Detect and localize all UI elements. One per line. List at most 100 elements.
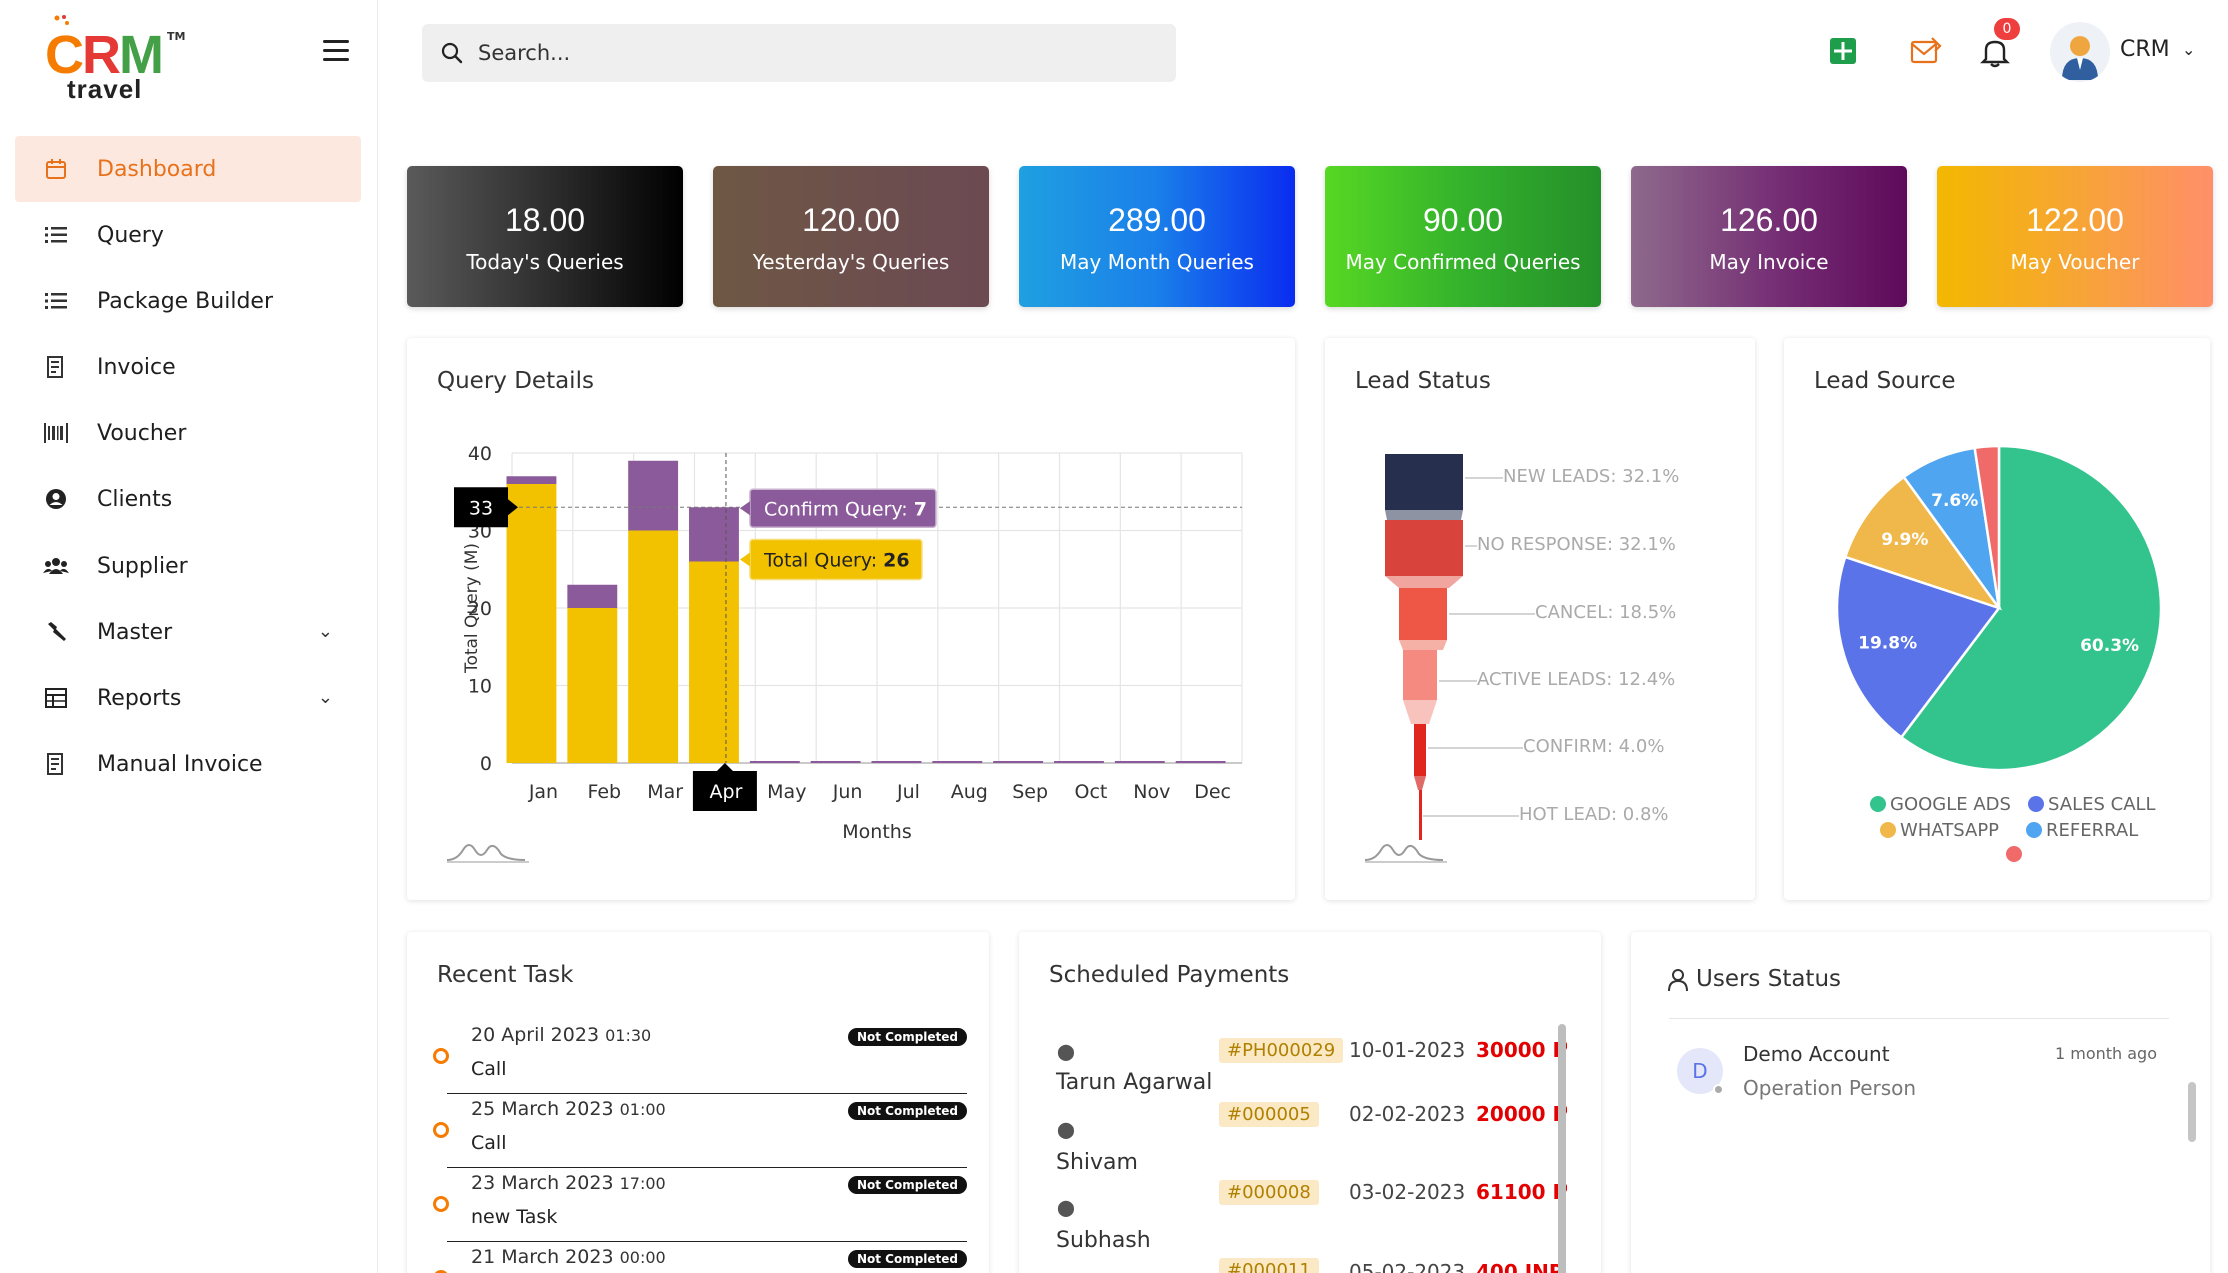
funnel-segment-hot-lead[interactable]	[1419, 790, 1422, 840]
payment-id[interactable]: #000005	[1219, 1102, 1319, 1127]
x-tick-label: Dec	[1194, 781, 1231, 803]
sidebar-item-query[interactable]: Query	[15, 202, 361, 268]
task-item[interactable]: 23 March 2023 17:00 new Task Not Complet…	[433, 1168, 967, 1242]
search-input[interactable]	[478, 41, 1078, 65]
stat-label: May Confirmed Queries	[1345, 250, 1581, 274]
bar-jan-total-query[interactable]	[506, 484, 557, 763]
lead-status-panel: Lead Status	[1325, 338, 1755, 900]
legend-item-other[interactable]	[2006, 846, 2022, 866]
x-tick-label: Oct	[1075, 781, 1108, 803]
stat-card-yesterdays-queries[interactable]: 120.00 Yesterday's Queries	[713, 166, 989, 307]
bar-nov-empty[interactable]	[1114, 761, 1165, 763]
user-row[interactable]: D Demo Account Operation Person 1 month …	[1669, 1032, 2169, 1104]
chevron-down-icon[interactable]: ⌄	[2182, 40, 2196, 59]
legend-label: SALES CALL	[2048, 794, 2156, 815]
bar-apr-confirm-query[interactable]	[689, 507, 739, 562]
bar-aug-empty[interactable]	[932, 761, 983, 763]
bar-may-empty[interactable]	[749, 761, 800, 763]
pie-slice-other[interactable]	[1973, 444, 2001, 609]
lead-status-funnel[interactable]	[1325, 338, 1755, 900]
sidebar-item-package-builder[interactable]: Package Builder	[15, 268, 361, 334]
y-tick-label: 0	[480, 753, 492, 775]
stat-card-voucher[interactable]: 122.00 May Voucher	[1937, 166, 2213, 307]
panel-title: Lead Status	[1355, 368, 1491, 394]
task-item[interactable]: 21 March 2023 00:00 Not Completed	[433, 1242, 967, 1273]
payment-id[interactable]: #000008	[1219, 1180, 1319, 1205]
hamburger-menu-icon[interactable]	[323, 40, 349, 62]
sidebar-item-label: Manual Invoice	[97, 751, 263, 777]
task-date: 20 April 2023 01:30	[471, 1024, 652, 1046]
sidebar-item-voucher[interactable]: Voucher	[15, 400, 361, 466]
stat-label: Yesterday's Queries	[752, 250, 950, 274]
bar-dec-empty[interactable]	[1175, 761, 1226, 763]
funnel-segment-no-response[interactable]	[1385, 520, 1463, 588]
bar-mar-confirm-query[interactable]	[628, 460, 679, 531]
funnel-segment-active-leads[interactable]	[1403, 650, 1437, 724]
bar-jan-confirm-query[interactable]	[506, 476, 557, 484]
pie-slice-sales-call[interactable]	[1835, 555, 2002, 739]
payment-id[interactable]: #PH000029	[1219, 1038, 1344, 1063]
bell-icon[interactable]	[1980, 36, 2012, 68]
legend-label: GOOGLE ADS	[1890, 794, 2011, 815]
payment-amount: 20000 INR	[1476, 1102, 1567, 1126]
legend-item-sales-call[interactable]: SALES CALL	[2028, 794, 2156, 815]
logo-trademark: TM	[167, 30, 186, 43]
x-tick-label: Jul	[896, 781, 920, 803]
funnel-segment-cancel[interactable]	[1399, 588, 1447, 650]
sidebar-item-master[interactable]: Master ⌄	[15, 599, 361, 665]
sidebar-item-label: Reports	[97, 685, 182, 711]
scheduled-payments-panel: Scheduled Payments ⬤ #PH000029 10-01-202…	[1019, 932, 1601, 1273]
barcode-icon	[41, 421, 71, 445]
bar-jun-empty[interactable]	[810, 761, 861, 763]
user-name[interactable]: CRM	[2120, 37, 2170, 62]
list-icon	[41, 223, 71, 247]
sidebar-item-clients[interactable]: Clients	[15, 466, 361, 532]
notification-count-badge: 0	[1994, 18, 2020, 40]
sidebar-item-manual-invoice[interactable]: Manual Invoice	[15, 731, 361, 797]
task-item[interactable]: 20 April 2023 01:30 Call Not Completed	[433, 1020, 967, 1094]
stat-card-month-queries[interactable]: 289.00 May Month Queries	[1019, 166, 1295, 307]
lead-source-chart[interactable]: 60.3% 19.8% 9.9%7.6%	[1784, 338, 2210, 900]
bar-apr-total-query[interactable]	[689, 561, 739, 764]
payment-date: 10-01-2023	[1349, 1038, 1466, 1062]
stat-card-todays-queries[interactable]: 18.00 Today's Queries	[407, 166, 683, 307]
bar-mar-total-query[interactable]	[628, 530, 679, 764]
crm-travel-logo[interactable]: CRM TM travel	[45, 12, 186, 104]
sidebar-item-reports[interactable]: Reports ⌄	[15, 665, 361, 731]
spreadsheet-icon[interactable]	[1828, 36, 1860, 68]
recent-task-panel: Recent Task 20 April 2023 01:30 Call Not…	[407, 932, 989, 1273]
mail-icon[interactable]	[1910, 36, 1942, 68]
x-tick-label: Jun	[832, 781, 863, 803]
bar-feb-confirm-query[interactable]	[567, 584, 618, 608]
sidebar-item-dashboard[interactable]: Dashboard	[15, 136, 361, 202]
legend-swatch	[2026, 822, 2042, 838]
bar-sep-empty[interactable]	[993, 761, 1044, 763]
stat-card-invoice[interactable]: 126.00 May Invoice	[1631, 166, 1907, 307]
scrollbar[interactable]	[2188, 1082, 2196, 1142]
payments-list: ⬤ #PH000029 10-01-2023 30000 INR Tarun A…	[1019, 1028, 1567, 1273]
legend-item-whatsapp[interactable]: WHATSAPP	[1880, 820, 1999, 841]
scrollbar[interactable]	[1558, 1024, 1566, 1273]
task-item[interactable]: 25 March 2023 01:00 Call Not Completed	[433, 1094, 967, 1168]
funnel-segment-confirm[interactable]	[1414, 724, 1426, 790]
stat-label: May Voucher	[2010, 250, 2140, 274]
legend-item-referral[interactable]: REFERRAL	[2026, 820, 2138, 841]
payment-id[interactable]: #000011	[1219, 1258, 1319, 1273]
stat-value: 122.00	[2026, 202, 2124, 238]
bar-oct-empty[interactable]	[1054, 761, 1104, 763]
sidebar-item-supplier[interactable]: Supplier	[15, 533, 361, 599]
funnel-segment-new-leads[interactable]	[1385, 454, 1463, 520]
bar-jul-empty[interactable]	[871, 761, 922, 763]
pie-slice-whatsapp[interactable]	[1843, 475, 2003, 611]
pie-slice-google-ads[interactable]	[1899, 444, 2163, 772]
bar-feb-total-query[interactable]	[567, 608, 618, 763]
payment-amount: 30000 INR	[1476, 1038, 1567, 1062]
sidebar-item-invoice[interactable]: Invoice	[15, 334, 361, 400]
user-role: Operation Person	[1743, 1076, 1917, 1100]
search-bar[interactable]	[422, 24, 1176, 82]
stat-card-confirmed-queries[interactable]: 90.00 May Confirmed Queries	[1325, 166, 1601, 307]
avatar[interactable]	[2050, 22, 2110, 82]
payment-date: 05-02-2023	[1349, 1260, 1466, 1273]
legend-item-google-ads[interactable]: GOOGLE ADS	[1870, 794, 2011, 815]
